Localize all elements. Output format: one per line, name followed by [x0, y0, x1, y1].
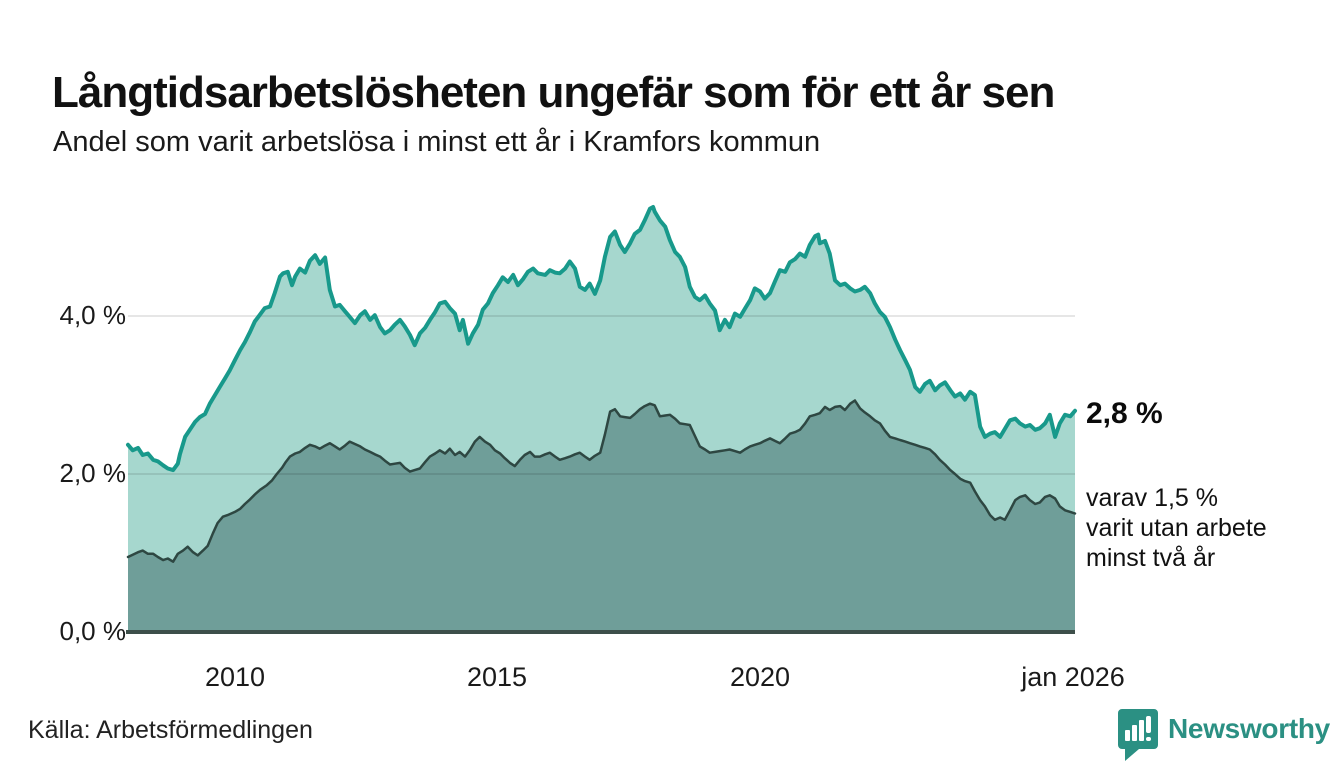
- two-year-note-line-1: varav 1,5 %: [1086, 484, 1219, 512]
- y-axis-tick-4: 4,0 %: [59, 300, 127, 330]
- x-axis-tick-2015: 2015: [466, 662, 528, 692]
- brand-name: Newsworthy: [1168, 713, 1330, 744]
- x-axis-tick-jan-2026: jan 2026: [1021, 662, 1125, 692]
- page-title: Långtidsarbetslösheten ungefär som för e…: [52, 68, 1055, 118]
- x-axis-tick-2020: 2020: [729, 662, 791, 692]
- series-line-minst-ett-ar: [126, 205, 1077, 473]
- two-year-note: varav 1,5 % varit utan arbete minst två …: [1086, 483, 1267, 573]
- y-axis-tick-2: 2,0 %: [59, 458, 127, 488]
- two-year-note-line-2: varit utan arbete: [1086, 514, 1267, 542]
- series-line-minst-tva-ar: [126, 399, 1077, 563]
- source-label: Källa: Arbetsförmedlingen: [28, 716, 313, 744]
- latest-value-label: 2,8 %: [1086, 397, 1163, 430]
- newsworthy-logo: Newsworthy: [1117, 708, 1330, 762]
- bar-chart-speech-bubble-icon: [1118, 709, 1158, 761]
- x-axis-tick-2010: 2010: [204, 662, 266, 692]
- series-area-minst-tva-ar: [128, 400, 1075, 632]
- two-year-note-line-3: minst två år: [1086, 544, 1216, 572]
- y-axis-tick-0: 0,0 %: [59, 616, 127, 646]
- chart-subtitle: Andel som varit arbetslösa i minst ett å…: [53, 126, 821, 158]
